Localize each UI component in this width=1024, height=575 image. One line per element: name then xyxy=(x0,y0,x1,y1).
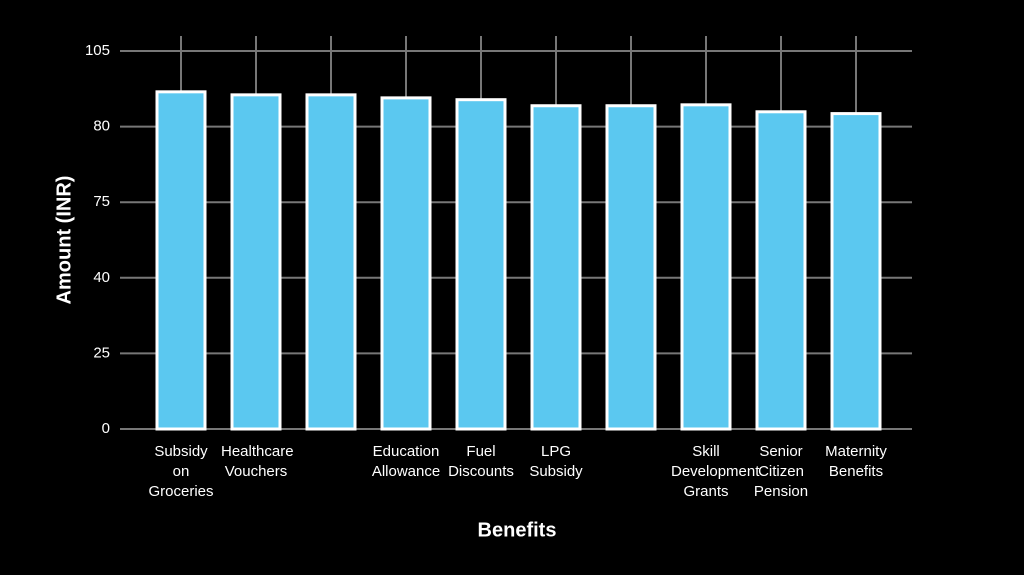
bar xyxy=(305,93,357,431)
x-tick-label: Maternity Benefits xyxy=(825,443,887,480)
y-axis-title: Amount (INR) xyxy=(53,176,75,305)
x-tick-label: Education Allowance xyxy=(371,443,441,480)
y-tick-label: 75 xyxy=(93,193,110,210)
y-tick-label: 80 xyxy=(93,118,110,135)
bar xyxy=(680,103,732,431)
y-tick-label: 0 xyxy=(102,420,110,437)
y-tick-label: 25 xyxy=(93,344,110,361)
x-tick-label: Skill Development Grants xyxy=(671,443,760,500)
y-tick-label: 105 xyxy=(85,42,110,59)
x-tick-label: Fuel Discounts xyxy=(448,443,514,480)
bar xyxy=(530,104,582,431)
bar xyxy=(830,112,882,431)
y-tick-label: 40 xyxy=(93,269,110,286)
bar xyxy=(230,93,282,431)
bar xyxy=(605,104,657,431)
bar xyxy=(380,96,432,431)
bar xyxy=(755,110,807,431)
bar xyxy=(455,98,507,431)
x-tick-label: Subsidy on Groceries xyxy=(148,443,214,500)
bar xyxy=(155,90,207,431)
x-tick-label: LPG Subsidy xyxy=(529,443,583,480)
x-axis-title: Benefits xyxy=(478,519,557,541)
x-tick-label: Healthcare Vouchers xyxy=(221,443,294,480)
x-tick-label: Senior Citizen Pension xyxy=(753,443,809,500)
